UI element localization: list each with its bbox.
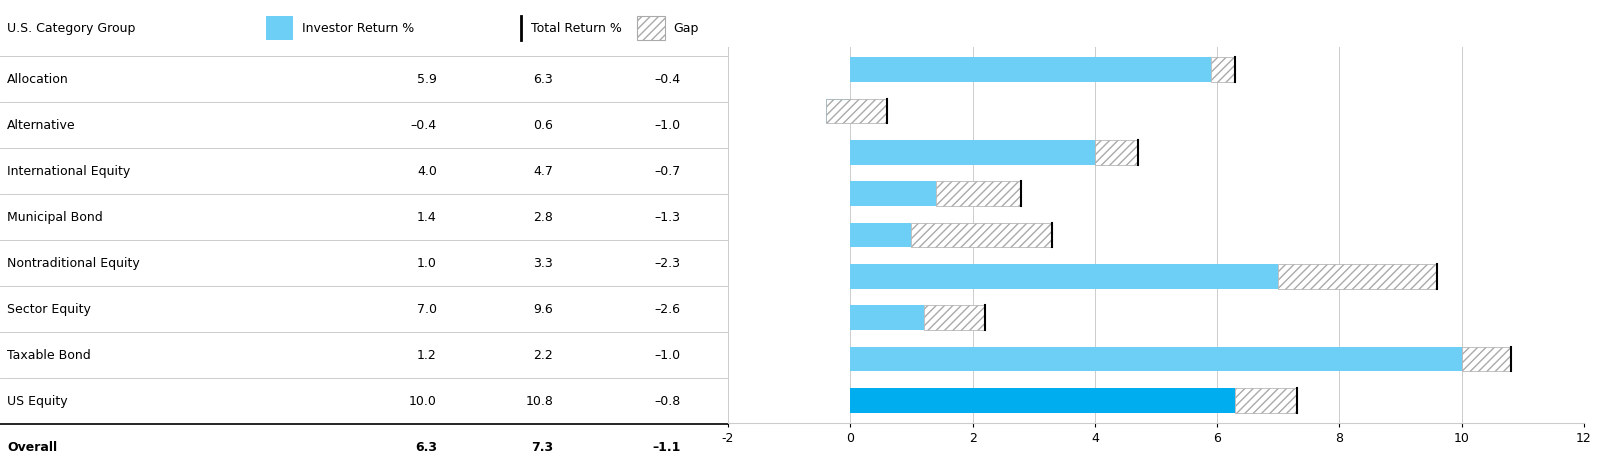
Bar: [850, 181, 936, 206]
Text: 0.6: 0.6: [533, 119, 554, 132]
Bar: [850, 388, 1235, 413]
Text: Municipal Bond: Municipal Bond: [8, 211, 102, 224]
Text: Investor Return %: Investor Return %: [302, 22, 414, 35]
Text: –0.4: –0.4: [654, 73, 680, 86]
Text: 6.3: 6.3: [533, 73, 554, 86]
Text: –1.1: –1.1: [653, 440, 680, 454]
Text: US Equity: US Equity: [8, 395, 67, 407]
Text: Total Return %: Total Return %: [531, 22, 622, 35]
Bar: [826, 99, 850, 124]
Text: 7.0: 7.0: [416, 303, 437, 316]
Bar: [1211, 57, 1235, 82]
Bar: [1094, 140, 1138, 165]
Text: International Equity: International Equity: [8, 165, 131, 178]
Bar: [850, 140, 1094, 165]
Text: –0.8: –0.8: [654, 395, 680, 407]
Bar: [936, 181, 1021, 206]
Text: 1.4: 1.4: [418, 211, 437, 224]
Bar: [1462, 346, 1510, 371]
Bar: [266, 16, 293, 40]
Text: –2.3: –2.3: [654, 257, 680, 270]
Bar: [1235, 388, 1296, 413]
Text: Nontraditional Equity: Nontraditional Equity: [8, 257, 141, 270]
Text: 4.0: 4.0: [418, 165, 437, 178]
Text: 2.8: 2.8: [533, 211, 554, 224]
Bar: [826, 99, 886, 124]
Bar: [850, 346, 1462, 371]
Bar: [1278, 264, 1437, 289]
Text: 4.7: 4.7: [533, 165, 554, 178]
Text: U.S. Category Group: U.S. Category Group: [8, 22, 136, 35]
Text: Allocation: Allocation: [8, 73, 69, 86]
Text: 10.8: 10.8: [525, 395, 554, 407]
Text: 5.9: 5.9: [418, 73, 437, 86]
Text: Overall: Overall: [8, 440, 58, 454]
Text: 7.3: 7.3: [531, 440, 554, 454]
Text: 9.6: 9.6: [533, 303, 554, 316]
Bar: [923, 305, 984, 330]
Text: –1.0: –1.0: [654, 119, 680, 132]
Text: –1.3: –1.3: [654, 211, 680, 224]
Text: –2.6: –2.6: [654, 303, 680, 316]
Bar: [637, 16, 664, 40]
Bar: [850, 57, 1211, 82]
Text: Taxable Bond: Taxable Bond: [8, 349, 91, 361]
Text: 6.3: 6.3: [414, 440, 437, 454]
Text: –0.7: –0.7: [654, 165, 680, 178]
Text: 1.0: 1.0: [418, 257, 437, 270]
Text: –0.4: –0.4: [411, 119, 437, 132]
Text: 2.2: 2.2: [533, 349, 554, 361]
Bar: [850, 305, 923, 330]
Text: 10.0: 10.0: [410, 395, 437, 407]
Text: 1.2: 1.2: [418, 349, 437, 361]
Text: –1.0: –1.0: [654, 349, 680, 361]
Bar: [850, 264, 1278, 289]
Text: Alternative: Alternative: [8, 119, 75, 132]
Text: Sector Equity: Sector Equity: [8, 303, 91, 316]
Bar: [912, 223, 1053, 247]
Bar: [850, 223, 912, 247]
Text: 3.3: 3.3: [533, 257, 554, 270]
Text: Gap: Gap: [674, 22, 699, 35]
